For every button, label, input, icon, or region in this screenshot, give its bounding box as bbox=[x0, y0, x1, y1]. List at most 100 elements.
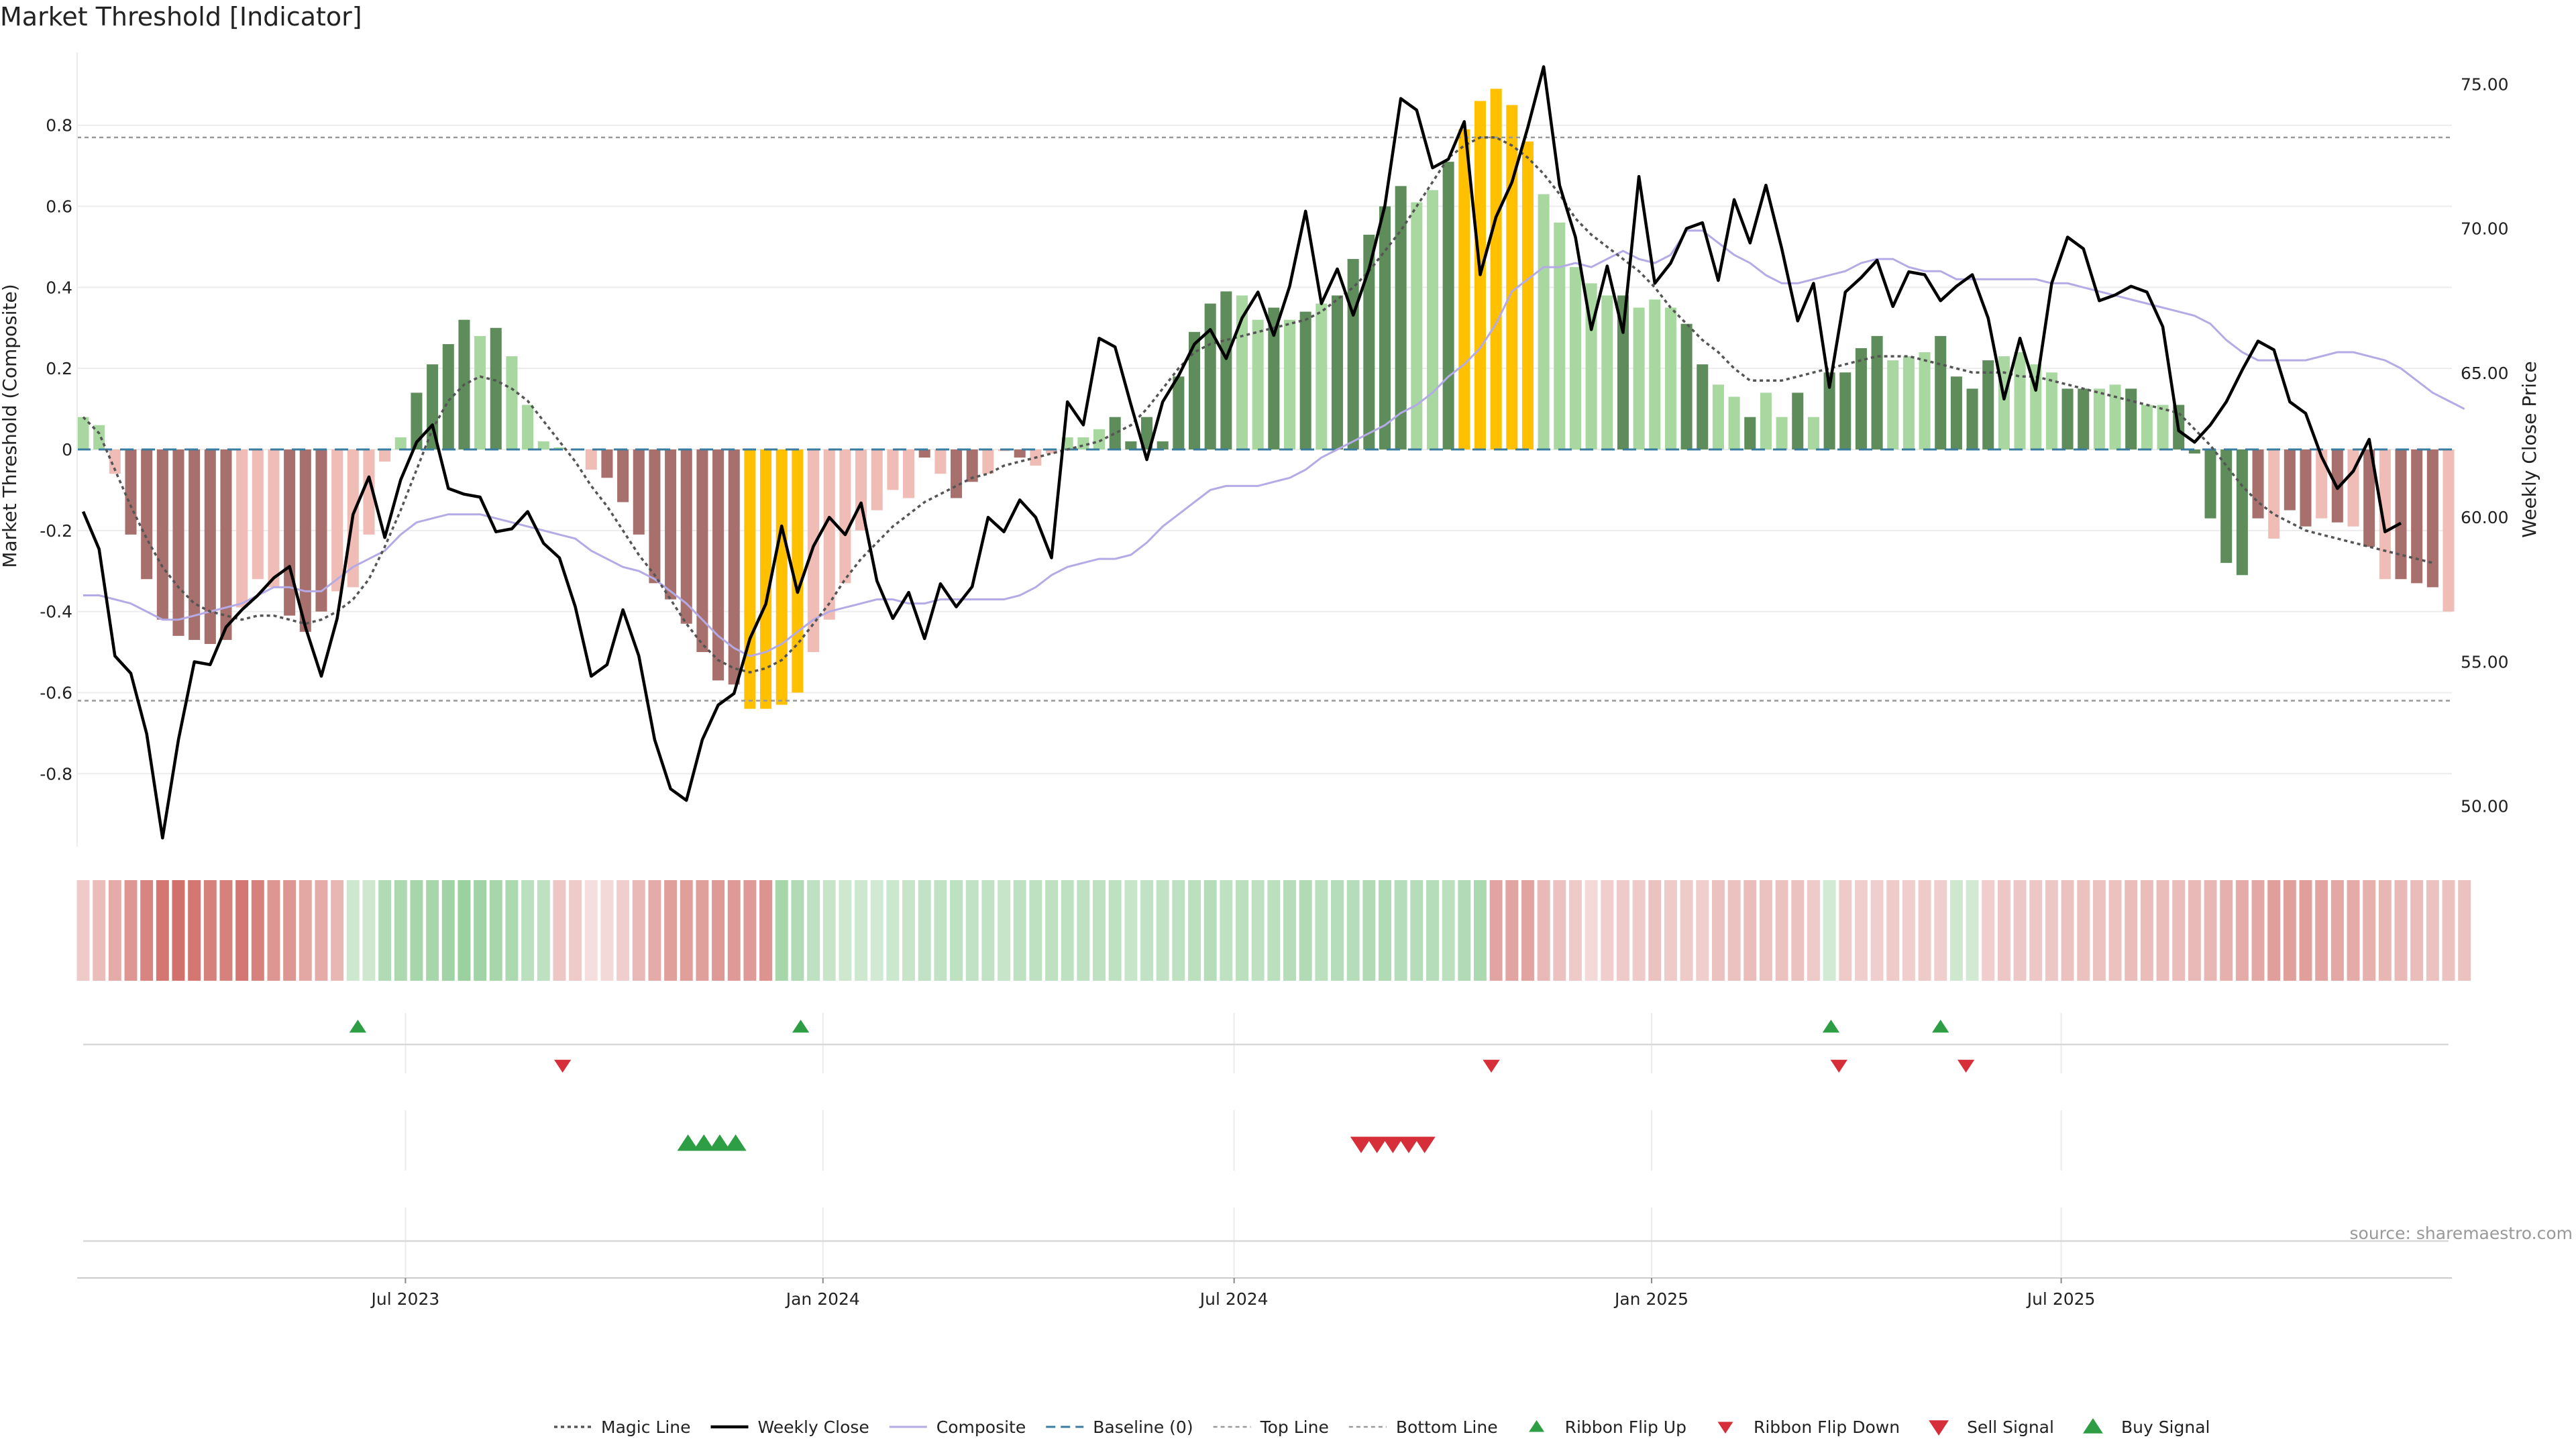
composite-bar-6 bbox=[172, 449, 184, 636]
composite-bar-149 bbox=[2443, 449, 2455, 612]
composite-bar-7 bbox=[189, 449, 201, 640]
composite-bar-44 bbox=[775, 449, 788, 705]
composite-bars bbox=[77, 89, 2455, 709]
chart-title: Market Threshold [Indicator] bbox=[0, 2, 362, 32]
buy-signal-marker-0 bbox=[677, 1134, 699, 1151]
composite-bar-50 bbox=[871, 449, 883, 511]
ribbon-cell-18 bbox=[362, 880, 376, 981]
ribbon-cell-59 bbox=[1013, 880, 1026, 981]
x-tick-label-2: Jul 2024 bbox=[1199, 1289, 1269, 1309]
ribbon-cell-85 bbox=[1426, 880, 1439, 981]
composite-bar-139 bbox=[2284, 449, 2296, 511]
composite-bar-81 bbox=[1363, 234, 1375, 449]
ribbon-cell-16 bbox=[331, 880, 344, 981]
ribbon-cell-114 bbox=[1886, 880, 1900, 981]
ribbon-cell-39 bbox=[696, 880, 709, 981]
composite-bar-3 bbox=[125, 449, 137, 535]
ribbon-cell-135 bbox=[2220, 880, 2233, 981]
legend-swatch-sell bbox=[1929, 1420, 1949, 1436]
legend-item-weekly: Weekly Close bbox=[710, 1417, 869, 1437]
composite-bar-33 bbox=[601, 449, 613, 478]
composite-bar-137 bbox=[2252, 449, 2264, 519]
ribbon-cell-78 bbox=[1315, 880, 1328, 981]
ribbon-cell-71 bbox=[1203, 880, 1217, 981]
composite-bar-80 bbox=[1347, 259, 1359, 449]
legend-item-flipdown: Ribbon Flip Down bbox=[1717, 1417, 1900, 1437]
ribbon-cell-116 bbox=[1918, 880, 1931, 981]
composite-bar-5 bbox=[156, 449, 168, 620]
ribbon-cell-141 bbox=[2315, 880, 2328, 981]
composite-bar-138 bbox=[2268, 449, 2280, 539]
ribbon-cell-72 bbox=[1220, 880, 1233, 981]
ribbon-cell-96 bbox=[1601, 880, 1614, 981]
ribbon-cell-75 bbox=[1267, 880, 1281, 981]
composite-bar-93 bbox=[1554, 222, 1566, 449]
composite-bar-86 bbox=[1442, 162, 1454, 449]
ribbon-cell-57 bbox=[981, 880, 995, 981]
composite-bar-106 bbox=[1760, 392, 1772, 449]
composite-bar-107 bbox=[1776, 417, 1788, 449]
ribbon-cell-147 bbox=[2410, 880, 2424, 981]
ribbon-cell-35 bbox=[632, 880, 645, 981]
ribbon-cell-58 bbox=[998, 880, 1011, 981]
legend-item-magic: Magic Line bbox=[554, 1417, 691, 1437]
composite-bar-109 bbox=[1807, 417, 1819, 449]
weekly-close-line bbox=[81, 65, 2402, 840]
composite-bar-84 bbox=[1411, 202, 1423, 449]
composite-bar-98 bbox=[1633, 307, 1645, 449]
composite-bar-30 bbox=[553, 447, 566, 449]
composite-bar-87 bbox=[1458, 129, 1470, 449]
ribbon-cell-86 bbox=[1442, 880, 1455, 981]
left-tick-label-4: 0 bbox=[62, 440, 72, 460]
legend: Magic Line Weekly Close Composite Baseline … bbox=[554, 1417, 2210, 1437]
composite-bar-65 bbox=[1109, 417, 1121, 449]
ribbon-cell-112 bbox=[1854, 880, 1868, 981]
ribbon-cell-33 bbox=[600, 880, 614, 981]
ribbon-cell-142 bbox=[2330, 880, 2344, 981]
ribbon-cell-101 bbox=[1680, 880, 1693, 981]
ribbon-cell-60 bbox=[1029, 880, 1042, 981]
ribbon-cell-26 bbox=[489, 880, 502, 981]
composite-bar-82 bbox=[1379, 206, 1391, 449]
ribbon-cell-103 bbox=[1711, 880, 1725, 981]
x-tick-label-1: Jan 2024 bbox=[785, 1289, 860, 1309]
composite-bar-103 bbox=[1712, 384, 1724, 449]
ribbon-cell-0 bbox=[76, 880, 90, 981]
ribbon-cell-118 bbox=[1949, 880, 1963, 981]
composite-bar-14 bbox=[299, 449, 311, 632]
ribbon-cell-83 bbox=[1394, 880, 1407, 981]
legend-label-weekly: Weekly Close bbox=[758, 1417, 869, 1437]
legend-item-flipup: Ribbon Flip Up bbox=[1529, 1417, 1686, 1437]
composite-bar-9 bbox=[220, 449, 232, 640]
composite-bar-53 bbox=[918, 449, 930, 458]
sell-signal-marker-0 bbox=[1350, 1136, 1373, 1153]
ribbon-cell-79 bbox=[1331, 880, 1344, 981]
ribbon-cell-61 bbox=[1045, 880, 1058, 981]
composite-bar-35 bbox=[633, 449, 645, 535]
ribbon-cell-53 bbox=[918, 880, 931, 981]
ribbon-cell-30 bbox=[553, 880, 566, 981]
composite-bar-18 bbox=[363, 449, 375, 535]
composite-bar-61 bbox=[1046, 449, 1058, 454]
left-tick-label-0: 0.8 bbox=[46, 116, 72, 136]
ribbon-cell-89 bbox=[1489, 880, 1503, 981]
ribbon-cell-67 bbox=[1140, 880, 1153, 981]
ribbon-cell-74 bbox=[1251, 880, 1265, 981]
ribbon-cell-8 bbox=[203, 880, 217, 981]
composite-bar-122 bbox=[2014, 352, 2026, 449]
ribbon-cell-10 bbox=[235, 880, 249, 981]
ribbon-cell-110 bbox=[1823, 880, 1836, 981]
ribbon-cell-126 bbox=[2077, 880, 2090, 981]
left-tick-label-2: 0.4 bbox=[46, 278, 72, 297]
composite-bar-71 bbox=[1204, 303, 1216, 449]
ribbon-cell-42 bbox=[743, 880, 757, 981]
composite-bar-72 bbox=[1220, 291, 1232, 449]
ribbon-cell-133 bbox=[2188, 880, 2201, 981]
composite-bar-55 bbox=[951, 449, 963, 498]
composite-bar-66 bbox=[1125, 441, 1137, 449]
composite-bar-10 bbox=[236, 449, 248, 608]
sell-signal-marker-2 bbox=[1382, 1136, 1404, 1153]
composite-bar-1 bbox=[93, 425, 105, 449]
magic-line bbox=[82, 136, 2433, 674]
